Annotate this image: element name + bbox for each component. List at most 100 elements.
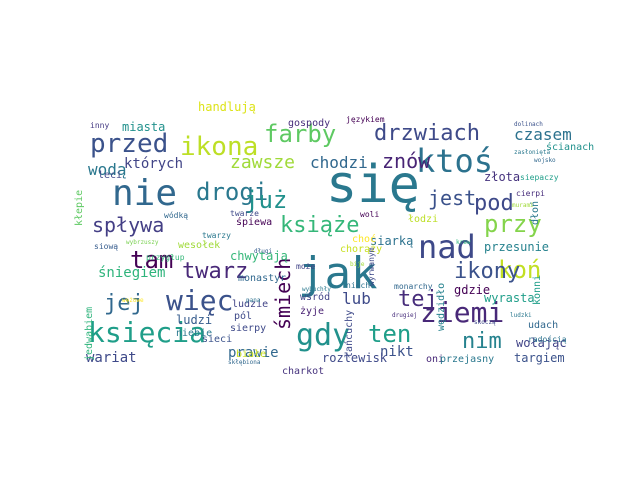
word-cloud-word: twarz xyxy=(182,259,248,284)
word-cloud-word: twarzy xyxy=(202,231,231,240)
word-cloud-word: kłepie xyxy=(74,190,85,226)
word-cloud-word: śniegiem xyxy=(98,265,165,281)
word-cloud-word: wędzidło xyxy=(436,283,447,331)
word-cloud-word: ziemi xyxy=(420,296,504,329)
word-cloud-word: charkot xyxy=(282,366,324,377)
word-cloud-word: łodzi xyxy=(408,214,438,225)
word-cloud-word: jak xyxy=(298,248,377,299)
word-cloud-word: książe xyxy=(280,213,359,238)
word-cloud-word: wybuchły xyxy=(302,286,331,293)
word-cloud-word: handlują xyxy=(198,100,256,114)
word-cloud-word: radością xyxy=(528,334,567,344)
word-cloud-word: wężowe xyxy=(122,297,144,304)
word-cloud-word: prawie xyxy=(228,345,279,361)
word-cloud-word: udach xyxy=(528,320,558,331)
word-cloud-word: targiem xyxy=(514,351,565,365)
word-cloud-word: farby xyxy=(264,120,336,148)
word-cloud-word: chorąży xyxy=(340,244,382,255)
word-cloud-word: drogi xyxy=(196,178,268,206)
word-cloud-word: gdzie xyxy=(454,283,490,297)
word-cloud-word: pod xyxy=(474,191,514,216)
word-cloud-word: śpiewa xyxy=(236,216,272,228)
word-cloud-word: chwytają xyxy=(230,249,288,263)
word-cloud-word: śmiech xyxy=(271,258,295,330)
word-cloud-word: choć xyxy=(352,233,376,245)
word-cloud-word: których xyxy=(124,156,183,172)
word-cloud-word: wariat xyxy=(86,350,137,366)
word-cloud-word: spływa xyxy=(92,213,164,237)
word-cloud-word: jedwabiem xyxy=(84,307,95,361)
word-cloud-word: pana xyxy=(246,297,261,304)
word-cloud-word: wódką xyxy=(164,210,188,220)
word-cloud-word: murami xyxy=(512,202,534,209)
word-cloud-word: może xyxy=(296,262,315,271)
word-cloud-word: nad xyxy=(418,228,476,266)
word-cloud-word: tej xyxy=(398,287,438,312)
word-cloud-word: chodzi xyxy=(310,153,368,172)
word-cloud-word: cierpi xyxy=(516,189,545,198)
word-cloud-word: się xyxy=(326,155,420,215)
word-cloud-word: gdy xyxy=(296,318,350,353)
word-cloud-word: łańcuchy xyxy=(343,310,355,358)
word-cloud-word: żyje xyxy=(300,306,324,317)
word-cloud-word: więc xyxy=(166,284,233,317)
word-cloud-word: ludzki xyxy=(510,312,532,319)
word-cloud-word: wesołek xyxy=(178,240,220,251)
word-cloud-word: woli xyxy=(360,210,379,219)
word-cloud-word: skoczą xyxy=(474,319,496,326)
word-cloud-word: ikony xyxy=(454,259,520,284)
word-cloud-word: twarze xyxy=(230,209,259,218)
word-cloud-word: ten xyxy=(368,320,411,348)
word-cloud-word: ludzi xyxy=(176,313,212,327)
word-cloud-word: dłoń xyxy=(529,201,541,225)
word-cloud-word: przed xyxy=(90,129,168,159)
word-cloud-word: znów xyxy=(382,149,431,173)
word-cloud-word: wśród xyxy=(300,291,330,303)
word-cloud-word: długi xyxy=(254,248,272,255)
word-cloud-word: czasem xyxy=(514,125,572,144)
word-cloud-word: przygłup xyxy=(146,253,185,262)
word-cloud-word: siową xyxy=(94,242,118,251)
word-cloud-word: monastyr xyxy=(238,273,286,284)
word-cloud-word: białe xyxy=(236,349,266,360)
word-cloud-word: wodą xyxy=(88,160,127,179)
word-cloud-word: przejasny xyxy=(440,354,494,365)
word-cloud-word: niech xyxy=(346,281,370,290)
word-cloud-word: sierpy xyxy=(230,323,266,334)
word-cloud-word: bije xyxy=(350,261,365,268)
word-cloud-word: zawsze xyxy=(230,152,295,173)
word-cloud-word: rozlewisk xyxy=(322,351,388,365)
word-cloud-word: lub xyxy=(342,289,371,308)
word-cloud-word: już xyxy=(244,186,287,214)
word-cloud-word: sieci xyxy=(202,334,232,345)
word-cloud-word: nie xyxy=(112,173,177,214)
word-cloud-word: pól xyxy=(234,310,252,322)
word-cloud-word: gospody xyxy=(288,118,330,129)
word-cloud-word: miasta xyxy=(122,120,165,134)
word-cloud-word: siepaczy xyxy=(520,173,559,182)
word-cloud-word: przy xyxy=(484,210,542,238)
word-cloud-word: drzwiach xyxy=(374,121,480,146)
word-cloud-word: dolinach xyxy=(514,121,543,128)
word-cloud-word: konni xyxy=(532,275,543,305)
word-cloud-word: krew xyxy=(456,239,471,246)
word-cloud-word: monarchy xyxy=(394,282,433,291)
word-cloud-word: językiem xyxy=(346,115,385,124)
word-cloud-word: jej xyxy=(104,291,144,316)
word-cloud-word: inny xyxy=(90,121,109,130)
word-cloud-word: koń xyxy=(498,256,541,284)
word-cloud-word: oni xyxy=(426,354,444,365)
word-cloud-word: niebie xyxy=(176,328,212,339)
word-cloud-word: wyrwanym xyxy=(367,247,376,286)
word-cloud-word: przesunie xyxy=(484,240,549,254)
word-cloud-word: drugiej xyxy=(392,312,417,319)
word-cloud-word: wybrzuszy xyxy=(126,239,159,246)
word-cloud-word: złota xyxy=(484,170,520,184)
word-cloud-word: nikt xyxy=(380,344,414,360)
word-cloud-word: leci xyxy=(98,170,122,181)
word-cloud-word: ścianach xyxy=(546,141,594,153)
word-cloud-word: tam xyxy=(130,246,173,274)
word-cloud-word: ikona xyxy=(180,132,258,162)
word-cloud-word: ludzie xyxy=(232,299,268,310)
